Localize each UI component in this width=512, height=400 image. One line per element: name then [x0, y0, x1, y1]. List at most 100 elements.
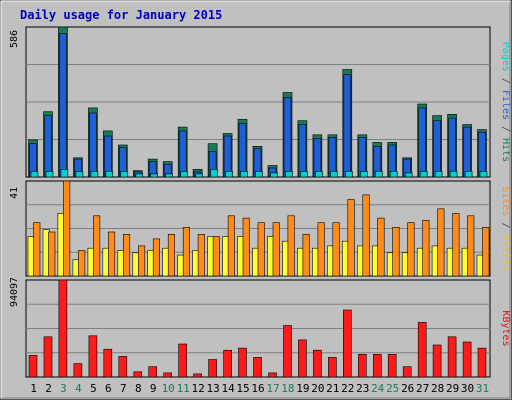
sites-bar-day-4 — [78, 250, 86, 277]
x-axis-labels: 1 2 3 4 5 6 7 8 9 10 11 12 13 14 15 16 17 18 19 20 21 22 23 24 2… — [30, 382, 489, 395]
sites-bar-day-28 — [437, 208, 445, 277]
pages-bar-day-27 — [419, 171, 428, 178]
sites-bar-day-21 — [332, 222, 340, 277]
x-tick-label-day-11: 11 — [177, 382, 190, 395]
sites-bar-day-3 — [63, 180, 71, 277]
kbytes-bar-day-14 — [223, 349, 232, 378]
x-tick-label-day-3: 3 — [60, 382, 67, 395]
pages-bar-day-14 — [225, 171, 233, 178]
top-max-label: 586 — [9, 30, 20, 48]
x-tick-label-day-29: 29 — [446, 382, 459, 395]
middle-panel: 41 Sites / Visits — [9, 180, 511, 277]
files-bar-day-29 — [448, 117, 456, 178]
pages-bar-day-22 — [344, 171, 353, 178]
sites-bar-day-23 — [362, 194, 370, 277]
pages-bar-day-16 — [255, 171, 263, 178]
x-tick-label-day-18: 18 — [281, 382, 294, 395]
pages-bar-day-12 — [195, 173, 203, 178]
kbytes-bar-day-10 — [163, 372, 172, 378]
x-tick-label-day-26: 26 — [401, 382, 414, 395]
kbytes-bar-day-8 — [133, 371, 143, 378]
files-bar-day-11 — [178, 130, 187, 178]
pages-bar-day-1 — [30, 171, 39, 178]
kbytes-bar-day-18 — [283, 325, 292, 378]
pages-bar-day-23 — [359, 171, 368, 178]
pages-bar-day-28 — [434, 171, 443, 178]
sites-bar-day-29 — [452, 213, 460, 277]
kbytes-bar-day-30 — [462, 341, 472, 378]
sites-bar-day-31 — [482, 227, 490, 277]
kbytes-bar-day-29 — [447, 336, 457, 378]
kbytes-bar-day-26 — [402, 366, 412, 378]
pages-bar-day-24 — [374, 171, 383, 178]
x-tick-label-day-27: 27 — [416, 382, 429, 395]
files-bar-day-5 — [89, 112, 97, 178]
sites-bar-day-18 — [287, 215, 295, 277]
files-bar-day-3 — [59, 33, 67, 178]
sites-bar-day-1 — [33, 222, 41, 277]
kbytes-bar-day-15 — [238, 347, 247, 378]
kbytes-bar-day-31 — [477, 347, 487, 378]
pages-bar-day-5 — [90, 171, 99, 178]
sites-bar-day-19 — [302, 234, 310, 277]
x-tick-label-day-1: 1 — [30, 382, 37, 395]
sites-bar-day-9 — [152, 238, 160, 277]
x-tick-label-day-17: 17 — [266, 382, 279, 395]
files-bar-day-30 — [463, 126, 471, 178]
kbytes-bar-day-27 — [417, 322, 427, 378]
kbytes-bar-day-13 — [208, 359, 217, 378]
x-tick-label-day-21: 21 — [326, 382, 339, 395]
files-bar-day-22 — [343, 74, 352, 178]
kbytes-bar-day-17 — [268, 372, 277, 378]
files-bar-day-14 — [223, 135, 232, 178]
middle-max-label: 41 — [9, 187, 20, 199]
files-bar-day-6 — [104, 135, 112, 178]
top-panel: 586 Pages / Files / Hits — [9, 26, 511, 178]
x-tick-label-day-6: 6 — [105, 382, 112, 395]
kbytes-bar-day-25 — [387, 353, 397, 378]
panels-layer: 586 Pages / Files / Hits 41 Sites / Visits 9… — [9, 26, 511, 378]
pages-bar-day-10 — [165, 173, 173, 178]
bottom-legend: KBytes — [500, 310, 511, 346]
kbytes-bar-day-12 — [193, 373, 202, 378]
x-tick-label-day-15: 15 — [236, 382, 249, 395]
middle-legend: Sites / Visits — [500, 186, 511, 270]
kbytes-bar-day-11 — [178, 343, 187, 378]
pages-bar-day-6 — [105, 171, 114, 178]
files-bar-day-31 — [478, 131, 486, 178]
kbytes-bar-day-3 — [58, 279, 68, 378]
files-bar-day-21 — [328, 137, 337, 178]
pages-bar-day-20 — [315, 171, 323, 178]
sites-bar-day-8 — [138, 245, 146, 277]
x-tick-label-day-25: 25 — [386, 382, 399, 395]
x-tick-label-day-23: 23 — [356, 382, 369, 395]
sites-bar-day-6 — [108, 231, 116, 277]
top-legend: Pages / Files / Hits — [500, 42, 511, 162]
kbytes-bar-day-7 — [118, 356, 128, 378]
x-tick-label-day-16: 16 — [251, 382, 264, 395]
sites-bar-day-17 — [272, 222, 280, 277]
sites-bar-day-26 — [407, 222, 415, 277]
sites-bar-day-11 — [182, 227, 190, 277]
sites-bar-day-27 — [422, 220, 430, 277]
sites-bar-day-12 — [197, 234, 205, 277]
sites-bar-day-13 — [212, 236, 220, 277]
x-tick-label-day-30: 30 — [461, 382, 474, 395]
pages-bar-day-26 — [404, 172, 413, 178]
x-tick-label-day-12: 12 — [191, 382, 204, 395]
kbytes-bar-day-24 — [372, 353, 382, 378]
top-legend-hits: Hits — [500, 138, 511, 162]
x-tick-label-day-24: 24 — [371, 382, 385, 395]
bottom-panel: 94097 KBytes — [9, 277, 511, 378]
x-tick-label-day-31: 31 — [476, 382, 489, 395]
files-bar-day-19 — [298, 124, 307, 178]
kbytes-bar-day-9 — [148, 366, 157, 378]
x-tick-label-day-8: 8 — [135, 382, 142, 395]
pages-bar-day-30 — [464, 171, 473, 178]
pages-bar-day-31 — [479, 171, 488, 178]
sites-bar-day-22 — [347, 199, 355, 277]
files-bar-day-18 — [283, 97, 292, 178]
x-tick-label-day-2: 2 — [45, 382, 52, 395]
x-tick-label-day-10: 10 — [162, 382, 175, 395]
